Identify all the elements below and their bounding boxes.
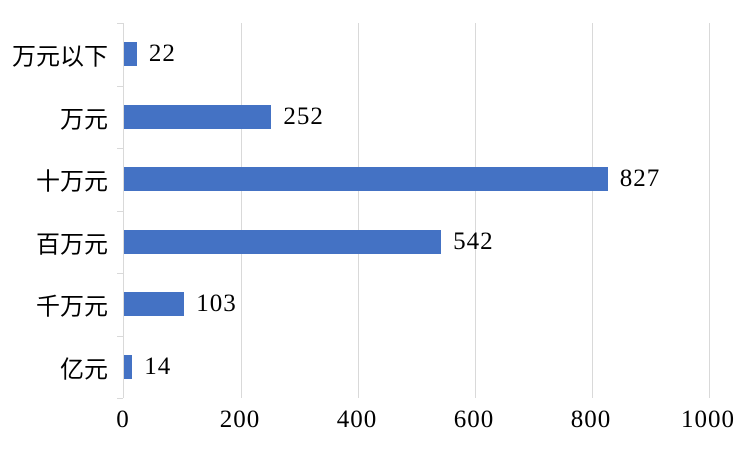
bar — [124, 167, 608, 192]
x-axis-tick-label: 200 — [219, 406, 261, 433]
bar-value-label: 252 — [283, 102, 324, 130]
category-label: 万元 — [60, 107, 108, 134]
plot-area: 22 252 827 542 103 14 — [117, 23, 710, 399]
x-axis-tick-label: 400 — [336, 406, 378, 433]
category-label: 百万元 — [36, 232, 108, 259]
gridline — [708, 23, 710, 398]
category-label: 万元以下 — [12, 44, 108, 71]
category-axis-tick — [117, 210, 123, 212]
bar — [124, 104, 272, 129]
bar — [124, 292, 185, 317]
category-axis-tick — [117, 335, 123, 337]
category-label: 十万元 — [36, 169, 108, 196]
gridline — [474, 23, 476, 398]
bar-value-label: 22 — [148, 40, 176, 68]
bar-value-label: 14 — [144, 352, 172, 380]
x-axis-tick-label: 1000 — [681, 406, 735, 433]
category-axis-tick — [117, 273, 123, 274]
gridline — [240, 23, 242, 398]
category-axis-tick — [117, 398, 123, 399]
gridline — [357, 23, 359, 398]
category-axis-tick — [117, 148, 123, 149]
x-axis-tick-label: 800 — [570, 406, 612, 433]
bar-value-label: 827 — [619, 165, 661, 193]
bar — [124, 354, 133, 379]
category-axis-labels: 万元以下万元十万元百万元千万元亿元 — [0, 0, 108, 450]
bar — [124, 42, 137, 67]
bar-value-label: 542 — [453, 227, 494, 255]
bar — [124, 229, 442, 254]
category-label: 亿元 — [60, 357, 108, 384]
category-axis-tick — [117, 85, 123, 87]
category-axis-tick — [117, 23, 123, 24]
x-axis-tick-label: 0 — [116, 406, 130, 433]
x-axis-tick-label: 600 — [453, 406, 495, 433]
category-label: 千万元 — [36, 294, 108, 321]
bar-value-label: 103 — [196, 290, 237, 318]
gridline — [591, 23, 593, 398]
